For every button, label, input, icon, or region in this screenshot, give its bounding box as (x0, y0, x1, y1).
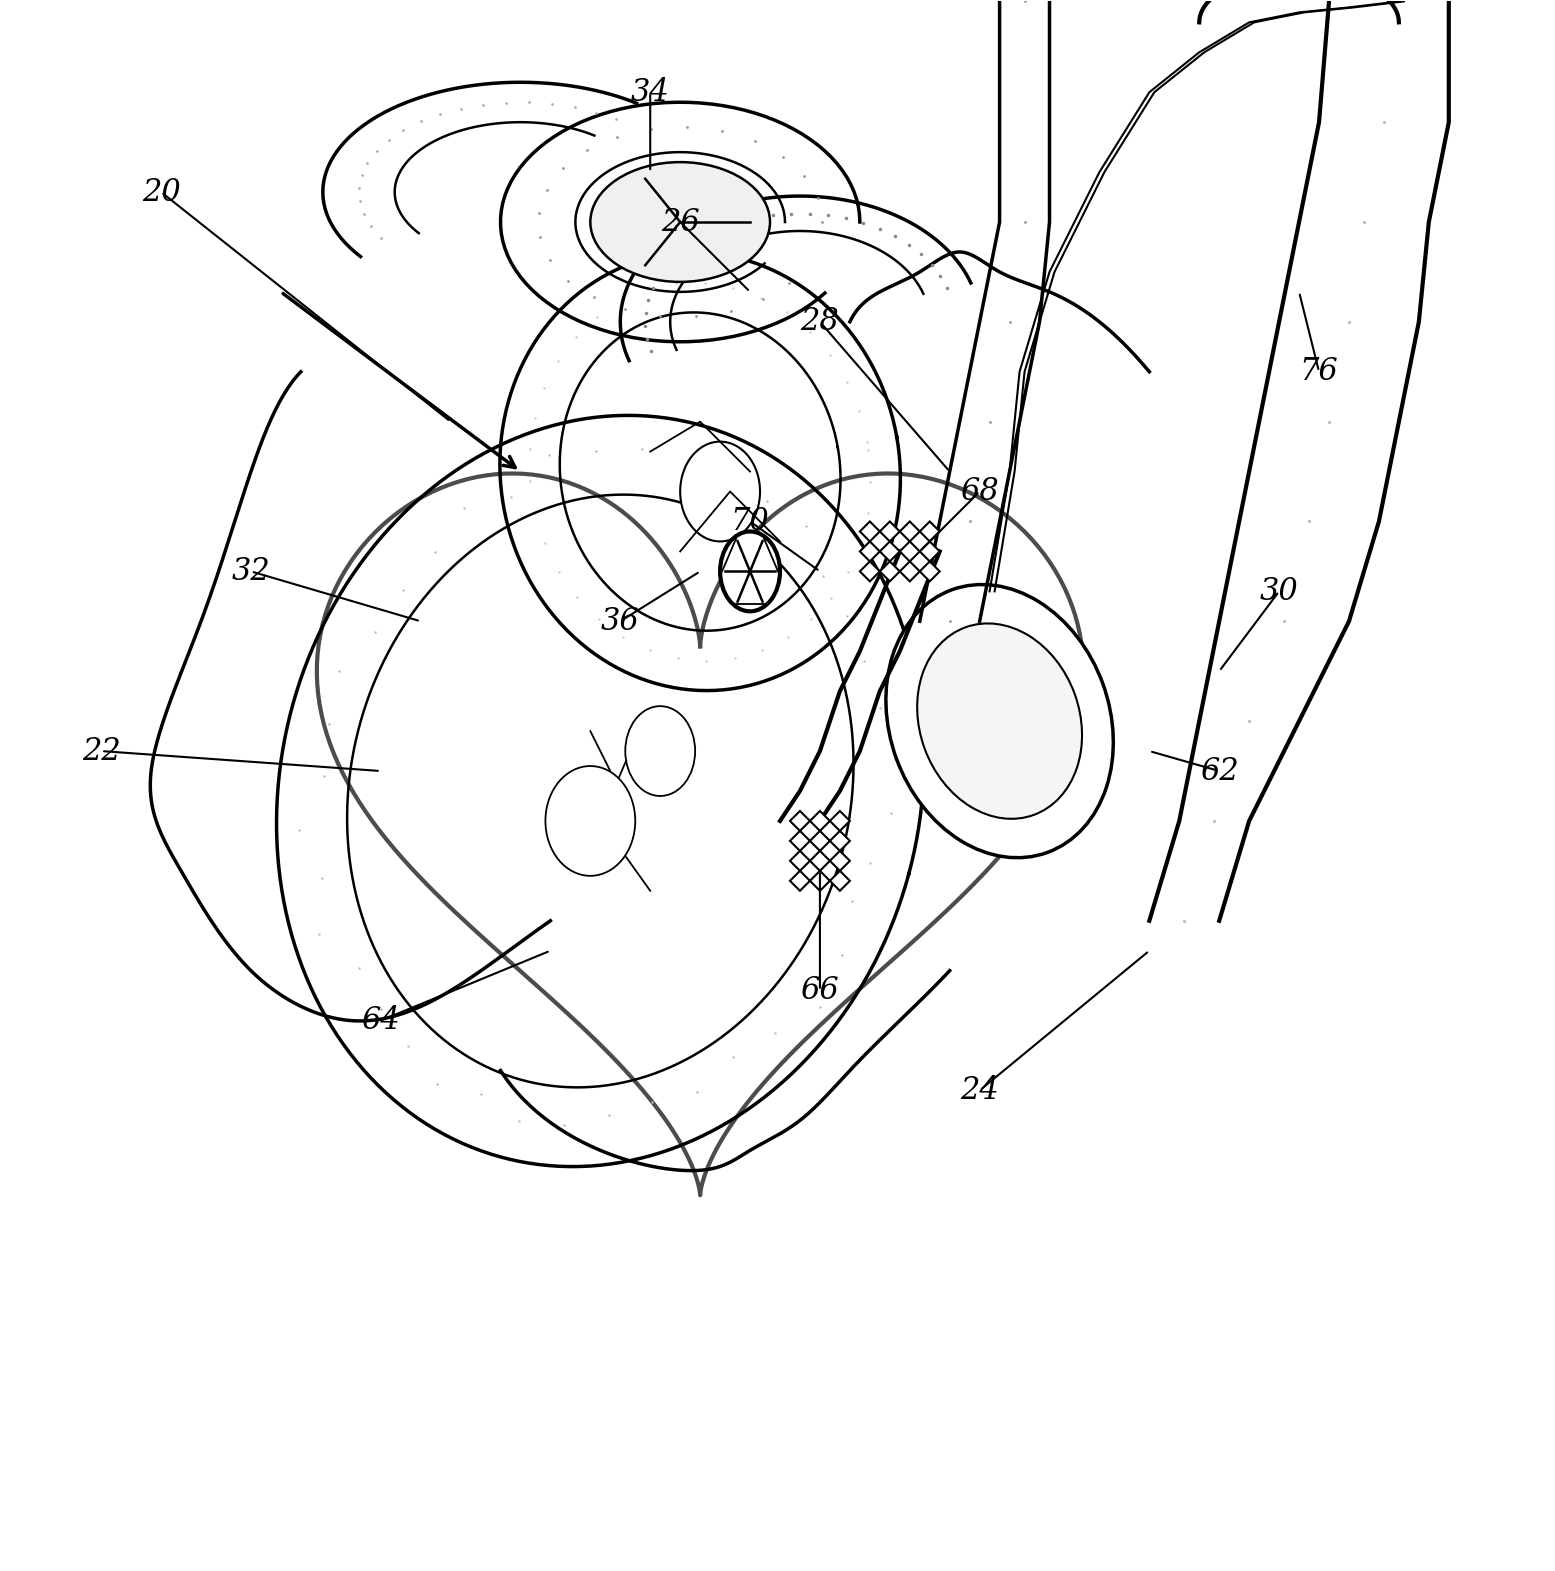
Polygon shape (919, 522, 939, 542)
Polygon shape (810, 811, 830, 831)
Ellipse shape (591, 162, 770, 281)
Ellipse shape (720, 531, 781, 611)
Polygon shape (830, 811, 851, 831)
Polygon shape (880, 542, 900, 561)
Ellipse shape (886, 584, 1113, 858)
Polygon shape (880, 561, 900, 581)
Text: 68: 68 (961, 476, 998, 507)
Polygon shape (880, 522, 900, 542)
Polygon shape (830, 851, 851, 870)
Polygon shape (790, 851, 810, 870)
Ellipse shape (625, 705, 695, 796)
Text: 34: 34 (631, 77, 670, 108)
Text: 76: 76 (1300, 357, 1339, 386)
Ellipse shape (917, 624, 1082, 818)
Text: 30: 30 (1260, 577, 1298, 606)
Text: 64: 64 (361, 1005, 400, 1037)
Polygon shape (900, 561, 919, 581)
Polygon shape (810, 851, 830, 870)
Polygon shape (860, 522, 880, 542)
Text: 22: 22 (82, 735, 121, 767)
Text: 20: 20 (142, 176, 180, 207)
Polygon shape (919, 561, 939, 581)
Text: 36: 36 (600, 606, 639, 636)
Polygon shape (900, 542, 919, 561)
Text: 28: 28 (801, 306, 840, 338)
Polygon shape (810, 831, 830, 851)
Text: 32: 32 (232, 556, 271, 588)
Ellipse shape (546, 767, 636, 877)
Text: 70: 70 (731, 506, 770, 537)
Polygon shape (860, 542, 880, 561)
Polygon shape (919, 542, 939, 561)
Text: 24: 24 (961, 1075, 998, 1106)
Polygon shape (830, 831, 851, 851)
Polygon shape (790, 870, 810, 891)
Polygon shape (790, 811, 810, 831)
Text: 66: 66 (801, 976, 840, 1005)
Polygon shape (860, 561, 880, 581)
Polygon shape (810, 870, 830, 891)
Ellipse shape (680, 441, 760, 542)
Polygon shape (900, 522, 919, 542)
Polygon shape (790, 831, 810, 851)
Polygon shape (830, 870, 851, 891)
Text: 62: 62 (1200, 756, 1239, 787)
Text: 26: 26 (661, 206, 700, 237)
